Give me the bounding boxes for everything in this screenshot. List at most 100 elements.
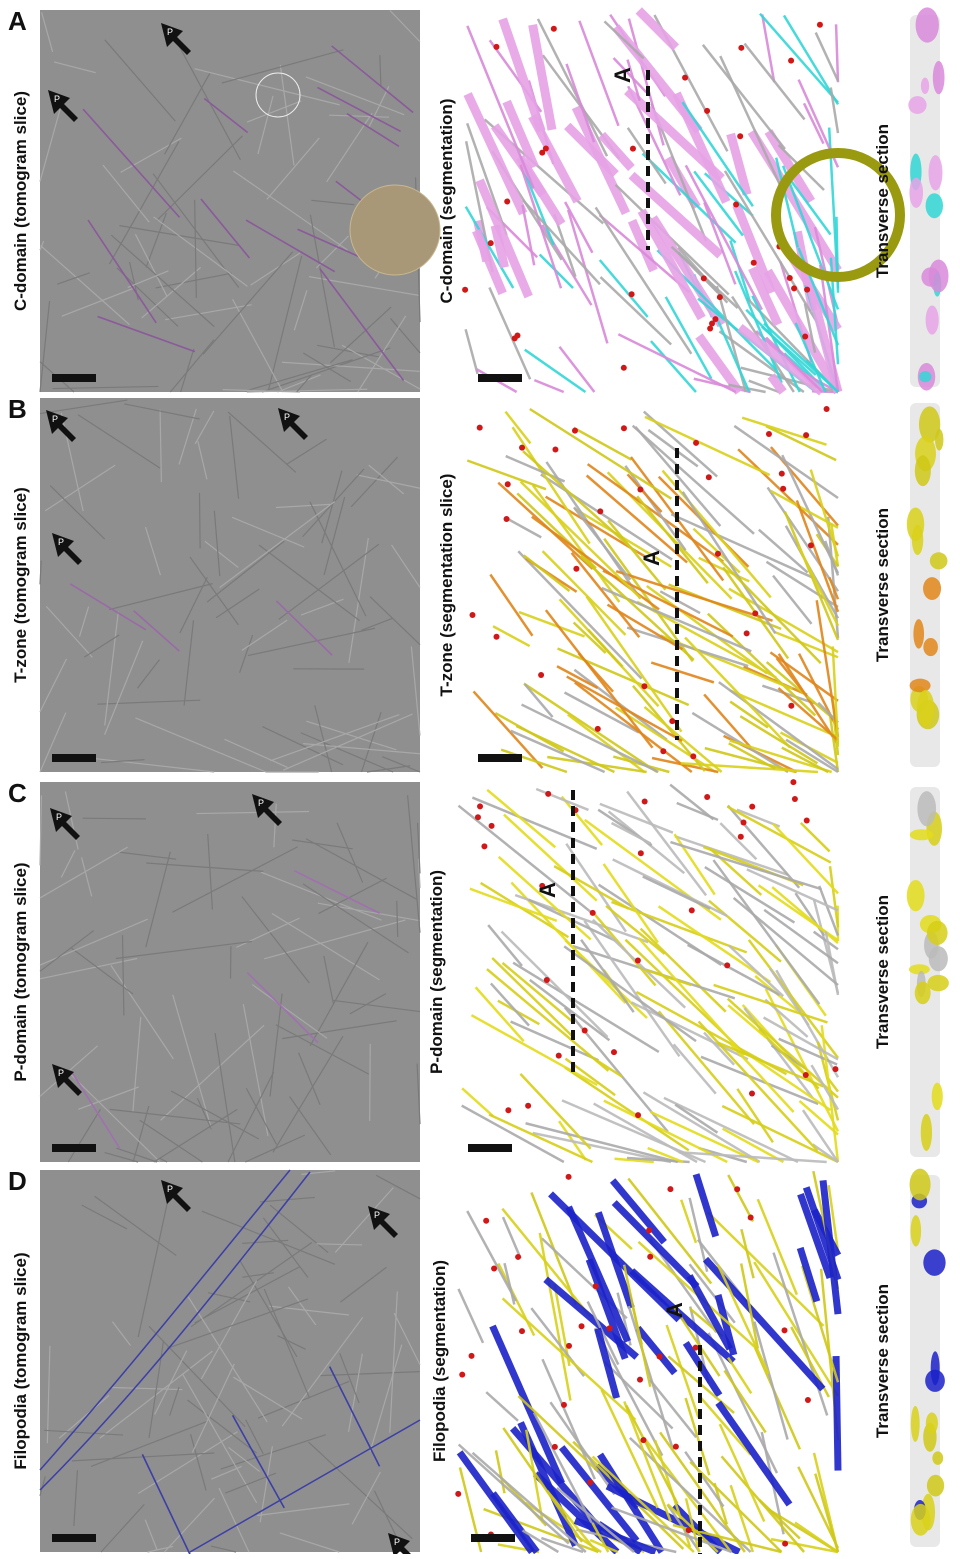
- section-marker: A: [610, 67, 635, 83]
- vesicle-dot: [462, 287, 468, 293]
- vesicle-dot: [477, 425, 483, 431]
- arrow-label: P: [394, 1537, 400, 1547]
- transverse-blob: [910, 1169, 931, 1201]
- transverse-blob: [917, 690, 934, 727]
- vesicle-dot: [544, 977, 550, 983]
- tomogram-label: C-domain (tomogram slice): [11, 91, 30, 311]
- arrow-label: P: [284, 412, 290, 422]
- arrow-label: P: [58, 1068, 64, 1078]
- vesicle-dot: [641, 683, 647, 689]
- transverse-blob: [927, 975, 948, 991]
- transverse-blob: [912, 525, 923, 555]
- tomogram-label: T-zone (tomogram slice): [11, 487, 30, 683]
- vesicle-dot: [734, 1186, 740, 1192]
- vesicle-dot: [704, 794, 710, 800]
- vesicle-dot: [738, 45, 744, 51]
- vesicle-dot: [459, 1372, 465, 1378]
- vesicle-dot: [638, 850, 644, 856]
- vesicle-dot: [752, 610, 758, 616]
- vesicle: [350, 185, 440, 275]
- vesicle-dot: [766, 431, 772, 437]
- transverse-blob: [911, 1406, 920, 1442]
- vesicle-dot: [635, 957, 641, 963]
- segmentation-image: [462, 10, 900, 392]
- transverse-blob: [911, 1215, 921, 1246]
- vesicle-dot: [561, 1402, 567, 1408]
- vesicle-dot: [724, 962, 730, 968]
- vesicle-dot: [607, 1325, 613, 1331]
- vesicle-dot: [538, 672, 544, 678]
- vesicle-dot: [667, 1186, 673, 1192]
- section-marker: A: [639, 550, 664, 566]
- transverse-blob: [917, 791, 936, 826]
- vesicle-dot: [494, 634, 500, 640]
- vesicle-dot: [780, 486, 786, 492]
- vesicle-dot: [629, 291, 635, 297]
- vesicle-dot: [791, 285, 797, 291]
- vesicle-dot: [817, 22, 823, 28]
- tomogram-background: [40, 1170, 420, 1552]
- vesicle-dot: [804, 818, 810, 824]
- scale-bar: [52, 1534, 96, 1542]
- arrow-label: P: [167, 27, 173, 37]
- vesicle-dot: [573, 566, 579, 572]
- vesicle-dot: [803, 432, 809, 438]
- vesicle-dot: [779, 471, 785, 477]
- transverse-image: [910, 1169, 946, 1547]
- vesicle-dot: [519, 1328, 525, 1334]
- panel-letter: B: [8, 394, 27, 424]
- vesicle-dot: [469, 1353, 475, 1359]
- vesicle-dot: [737, 133, 743, 139]
- tomogram-image: [40, 10, 440, 392]
- transverse-blob: [932, 1451, 943, 1465]
- transverse-blob: [916, 7, 939, 42]
- vesicle-dot: [593, 1283, 599, 1289]
- vesicle-dot: [673, 1444, 679, 1450]
- vesicle-dot: [505, 481, 511, 487]
- transverse-blob: [926, 305, 939, 334]
- vesicle-dot: [803, 1072, 809, 1078]
- panel-letter: D: [8, 1166, 27, 1196]
- panel-letter: A: [8, 6, 27, 36]
- section-marker: A: [662, 1302, 687, 1318]
- vesicle-dot: [481, 843, 487, 849]
- vesicle-dot: [741, 820, 747, 826]
- vesicle-dot: [748, 1214, 754, 1220]
- scale-bar: [468, 1144, 512, 1152]
- vesicle-dot: [738, 834, 744, 840]
- vesicle-dot: [470, 612, 476, 618]
- transverse-blob: [923, 1249, 945, 1275]
- vesicle-dot: [621, 365, 627, 371]
- vesicle-dot: [804, 287, 810, 293]
- vesicle-dot: [669, 718, 675, 724]
- panel-letter: C: [8, 778, 27, 808]
- arrow-label: P: [52, 414, 58, 424]
- vesicle-dot: [552, 447, 558, 453]
- vesicle-dot: [712, 316, 718, 322]
- vesicle-dot: [621, 425, 627, 431]
- tomogram-texture: [83, 818, 146, 819]
- segmentation-image: [465, 398, 838, 772]
- vesicle-dot: [706, 474, 712, 480]
- transverse-blob: [929, 946, 948, 971]
- segmentation-label: P-domain (segmentation): [427, 870, 446, 1074]
- transverse-blob: [923, 577, 941, 600]
- segmentation-label: C-domain (segmentation): [437, 99, 456, 304]
- vesicle-dot: [689, 907, 695, 913]
- vesicle-dot: [717, 294, 723, 300]
- vesicle-dot: [805, 1397, 811, 1403]
- transverse-label: Transverse section: [873, 124, 892, 278]
- transverse-image: [907, 403, 948, 767]
- transverse-blob: [919, 371, 931, 382]
- vesicle-dot: [491, 1265, 497, 1271]
- transverse-blob: [930, 552, 948, 569]
- vesicle-dot: [788, 58, 794, 64]
- arrow-label: P: [167, 1184, 173, 1194]
- scale-bar: [52, 754, 96, 762]
- transverse-image: [907, 787, 949, 1157]
- vesicle-dot: [635, 1112, 641, 1118]
- transverse-label: Transverse section: [873, 895, 892, 1049]
- tomogram-image: [40, 782, 420, 1162]
- vesicle-dot: [504, 198, 510, 204]
